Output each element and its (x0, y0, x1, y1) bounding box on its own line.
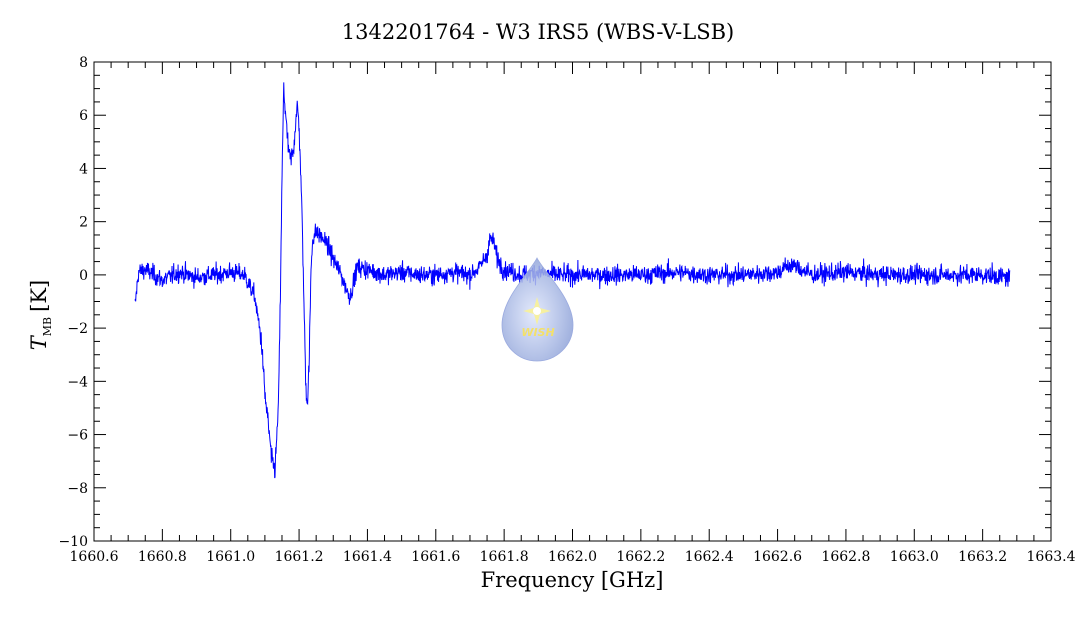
x-tick-label: 1663.0 (890, 549, 939, 565)
x-tick-label: 1663.4 (1027, 549, 1076, 565)
y-tick-label: 8 (79, 55, 88, 71)
chart-title: 1342201764 - W3 IRS5 (WBS-V-LSB) (342, 20, 734, 44)
x-axis-label: Frequency [GHz] (481, 568, 664, 592)
y-tick-label: −4 (67, 374, 88, 390)
x-tick-label: 1661.8 (480, 549, 529, 565)
svg-text:TMB[K]: TMB [K] (27, 280, 54, 350)
x-tick-label: 1661.4 (343, 549, 392, 565)
x-tick-label: 1662.6 (753, 549, 802, 565)
y-axis-label-unit: [K] (27, 280, 51, 312)
logo-text: WISH (521, 326, 554, 339)
y-axis-label-main: T (27, 334, 51, 350)
y-axis-label-sub: MB (41, 317, 54, 336)
x-tick-label: 1661.6 (411, 549, 460, 565)
x-tick-label: 1661.0 (206, 549, 255, 565)
y-tick-label: −6 (67, 428, 88, 444)
y-tick-label: −2 (67, 321, 88, 337)
plot-area: 1660.6 1660.8 1661.0 1661.2 1661.4 1661.6 1661… (58, 55, 1075, 565)
y-tick-label: −10 (58, 534, 88, 550)
y-tick-label: 0 (79, 268, 88, 284)
y-tick-label: 6 (79, 108, 88, 124)
x-tick-label: 1660.8 (138, 549, 187, 565)
plot-frame (93, 61, 1052, 542)
x-tick-label: 1663.2 (958, 549, 1007, 565)
y-tick-label: 4 (79, 161, 88, 177)
x-tick-label: 1662.4 (685, 549, 734, 565)
star-icon (523, 297, 551, 325)
x-tick-label: 1662.8 (821, 549, 870, 565)
y-tick-label: 2 (79, 215, 88, 231)
x-tick-label: 1661.2 (275, 549, 324, 565)
spectrum-series-line (134, 82, 1011, 479)
y-axis-label: TMB [K] (27, 280, 54, 350)
y-tick-label: −8 (67, 481, 88, 497)
x-tick-label: 1660.6 (70, 549, 119, 565)
wish-logo: WISH (501, 257, 574, 362)
x-tick-label: 1662.0 (548, 549, 597, 565)
x-tick-label: 1662.2 (616, 549, 665, 565)
